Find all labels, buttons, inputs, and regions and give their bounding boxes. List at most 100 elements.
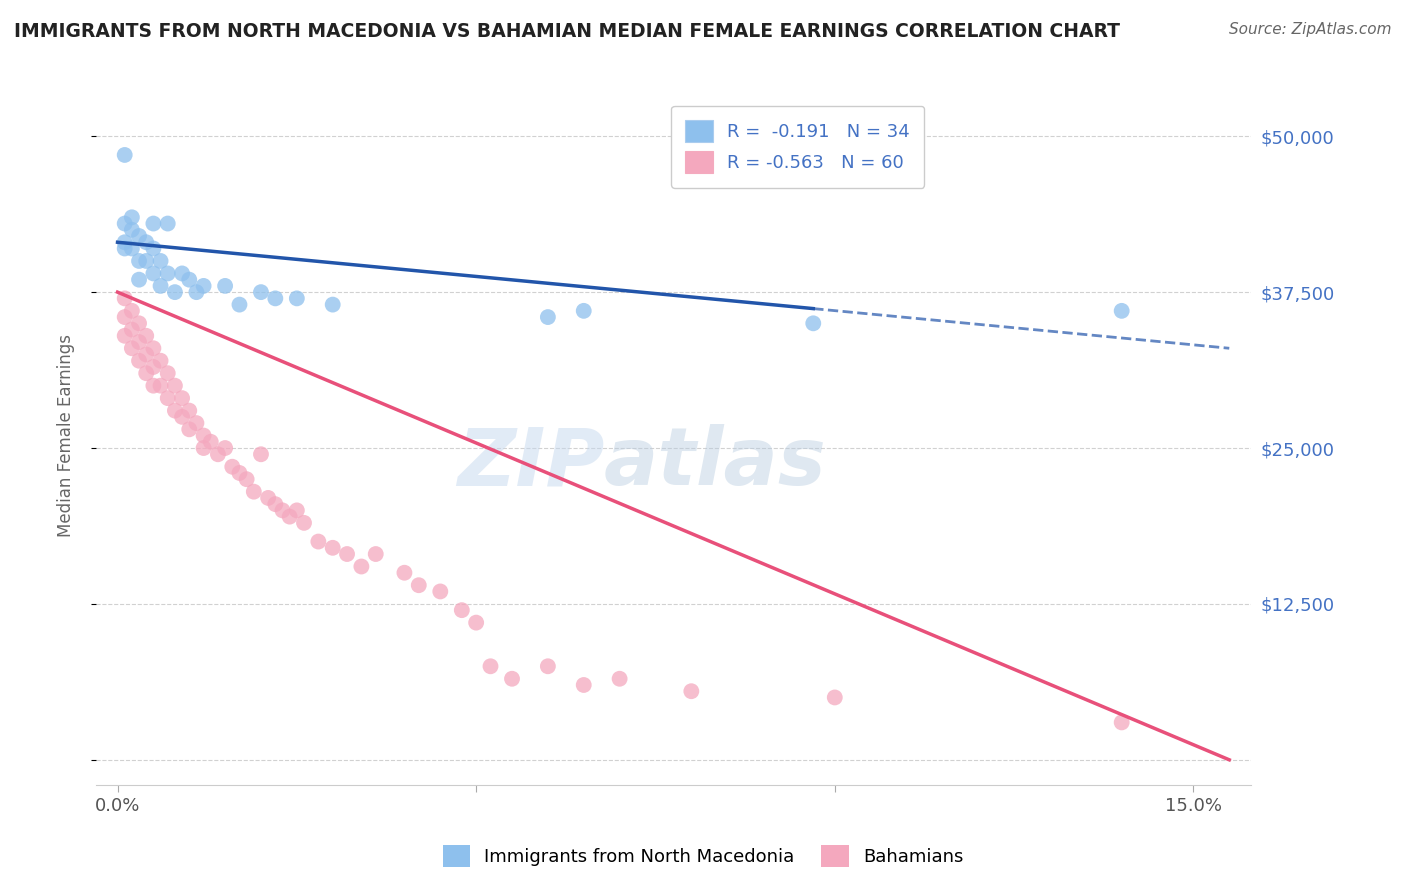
Point: [156, 366, 179, 380]
Point: [193, 441, 215, 455]
Point: [264, 497, 287, 511]
Point: [186, 285, 208, 300]
Point: [307, 534, 329, 549]
Legend: R =  -0.191   N = 34, R = -0.563   N = 60: R = -0.191 N = 34, R = -0.563 N = 60: [671, 106, 924, 188]
Point: [114, 310, 136, 324]
Point: [121, 211, 143, 225]
Point: [193, 279, 215, 293]
Point: [163, 378, 186, 392]
Point: [149, 254, 172, 268]
Point: [364, 547, 387, 561]
Point: [121, 303, 143, 318]
Point: [243, 484, 266, 499]
Point: [801, 316, 824, 330]
Point: [465, 615, 488, 630]
Y-axis label: Median Female Earnings: Median Female Earnings: [58, 334, 75, 537]
Point: [121, 322, 143, 336]
Point: [172, 267, 194, 281]
Point: [429, 584, 451, 599]
Point: [278, 509, 301, 524]
Point: [450, 603, 472, 617]
Point: [114, 291, 136, 305]
Point: [142, 378, 165, 392]
Point: [285, 503, 308, 517]
Point: [163, 403, 186, 417]
Point: [537, 310, 560, 324]
Point: [172, 391, 194, 405]
Point: [186, 416, 208, 430]
Point: [142, 217, 165, 231]
Point: [142, 242, 165, 256]
Point: [114, 328, 136, 343]
Point: [322, 297, 344, 311]
Text: ZIP: ZIP: [457, 425, 605, 502]
Point: [156, 267, 179, 281]
Point: [501, 672, 523, 686]
Point: [1111, 303, 1133, 318]
Point: [121, 223, 143, 237]
Point: [271, 503, 294, 517]
Point: [114, 235, 136, 250]
Point: [257, 491, 280, 505]
Point: [479, 659, 502, 673]
Point: [179, 273, 201, 287]
Point: [128, 353, 150, 368]
Point: [235, 472, 257, 486]
Point: [285, 291, 308, 305]
Point: [128, 334, 150, 349]
Point: [121, 242, 143, 256]
Text: IMMIGRANTS FROM NORTH MACEDONIA VS BAHAMIAN MEDIAN FEMALE EARNINGS CORRELATION C: IMMIGRANTS FROM NORTH MACEDONIA VS BAHAM…: [14, 22, 1121, 41]
Point: [121, 341, 143, 355]
Point: [207, 447, 229, 461]
Point: [114, 242, 136, 256]
Point: [572, 303, 595, 318]
Point: [156, 217, 179, 231]
Point: [149, 378, 172, 392]
Point: [156, 391, 179, 405]
Point: [228, 466, 250, 480]
Point: [142, 341, 165, 355]
Point: [824, 690, 846, 705]
Point: [128, 254, 150, 268]
Point: [142, 359, 165, 374]
Point: [128, 273, 150, 287]
Point: [408, 578, 430, 592]
Point: [572, 678, 595, 692]
Point: [350, 559, 373, 574]
Point: [250, 447, 273, 461]
Text: Source: ZipAtlas.com: Source: ZipAtlas.com: [1229, 22, 1392, 37]
Point: [193, 428, 215, 442]
Point: [537, 659, 560, 673]
Point: [128, 316, 150, 330]
Point: [394, 566, 416, 580]
Point: [135, 328, 157, 343]
Point: [179, 422, 201, 436]
Point: [179, 403, 201, 417]
Point: [250, 285, 273, 300]
Point: [135, 254, 157, 268]
Point: [214, 441, 236, 455]
Point: [322, 541, 344, 555]
Point: [609, 672, 631, 686]
Point: [149, 353, 172, 368]
Point: [1111, 715, 1133, 730]
Legend: Immigrants from North Macedonia, Bahamians: Immigrants from North Macedonia, Bahamia…: [436, 838, 970, 874]
Point: [336, 547, 359, 561]
Point: [135, 366, 157, 380]
Point: [292, 516, 315, 530]
Point: [228, 297, 250, 311]
Point: [264, 291, 287, 305]
Point: [200, 434, 222, 449]
Text: atlas: atlas: [605, 425, 827, 502]
Point: [114, 148, 136, 162]
Point: [214, 279, 236, 293]
Point: [172, 409, 194, 424]
Point: [135, 347, 157, 361]
Point: [128, 229, 150, 244]
Point: [681, 684, 703, 698]
Point: [221, 459, 243, 474]
Point: [114, 217, 136, 231]
Point: [163, 285, 186, 300]
Point: [149, 279, 172, 293]
Point: [135, 235, 157, 250]
